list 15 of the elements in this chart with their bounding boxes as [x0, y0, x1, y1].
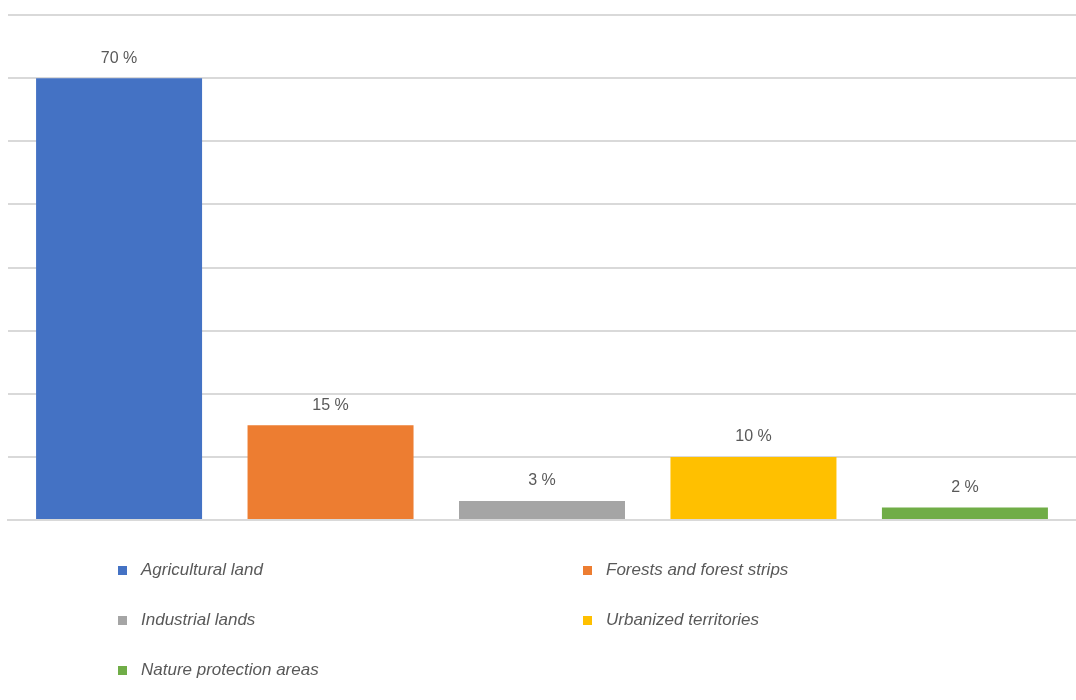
data-label: 15 %: [312, 395, 349, 413]
bar: [36, 78, 203, 519]
bar: [881, 507, 1048, 519]
bar: [459, 501, 625, 519]
legend-label: Nature protection areas: [141, 660, 319, 680]
legend-label: Agricultural land: [141, 560, 263, 580]
data-label: 70 %: [100, 48, 138, 66]
data-label: 10 %: [735, 427, 772, 445]
legend-label: Urbanized territories: [606, 610, 760, 630]
legend-label: Industrial lands: [141, 610, 256, 630]
legend-label: Forests and forest strips: [606, 560, 789, 580]
data-label: 3 %: [528, 471, 556, 489]
bar: [247, 425, 414, 519]
bar: [670, 456, 837, 519]
data-label: 2 %: [951, 477, 979, 495]
